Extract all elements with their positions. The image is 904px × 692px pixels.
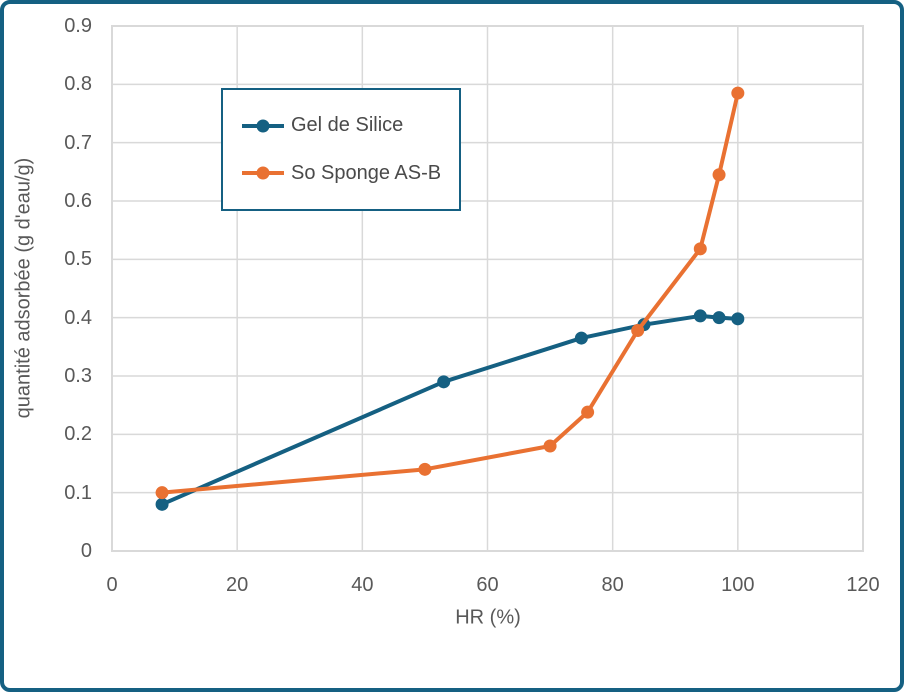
data-point-so-sponge-as-b[interactable] (581, 405, 595, 419)
x-tick-label: 40 (351, 574, 374, 596)
y-tick-label: 0 (80, 540, 92, 562)
x-tick-label: 60 (476, 574, 499, 596)
plot-border (111, 25, 864, 552)
y-tick-label: 0.3 (64, 365, 92, 387)
x-tick-label: 0 (106, 574, 118, 596)
data-point-gel-de-silice[interactable] (574, 331, 588, 345)
x-tick-label: 20 (226, 574, 249, 596)
data-point-so-sponge-as-b[interactable] (155, 486, 169, 500)
x-tick-label: 120 (846, 574, 880, 596)
data-point-gel-de-silice[interactable] (712, 311, 726, 325)
series-dot-swatch (256, 166, 270, 180)
legend-label: So Sponge AS-B (291, 161, 442, 184)
series-dot-swatch (256, 119, 270, 133)
data-point-so-sponge-as-b[interactable] (731, 86, 745, 100)
series-line-so-sponge-as-b[interactable] (160, 91, 740, 495)
data-point-gel-de-silice[interactable] (693, 309, 707, 323)
data-point-gel-de-silice[interactable] (731, 312, 745, 326)
x-tick-label: 80 (601, 574, 624, 596)
legend-entry-gel-de-silice[interactable]: Gel de Silice (242, 114, 459, 137)
data-point-so-sponge-as-b[interactable] (418, 462, 432, 476)
data-point-gel-de-silice[interactable] (437, 375, 451, 389)
legend-label: Gel de Silice (291, 114, 404, 137)
legend-entry-so-sponge-as-b[interactable]: So Sponge AS-B (242, 162, 459, 185)
x-tick-label: 100 (721, 574, 755, 596)
data-point-gel-de-silice[interactable] (155, 497, 169, 511)
series-line-marker-icon (242, 166, 284, 180)
y-tick-label: 0.6 (64, 190, 92, 212)
y-tick-label: 0.1 (64, 481, 92, 504)
x-axis-title: HR (%) (455, 606, 521, 629)
y-tick-label: 0.8 (64, 73, 92, 96)
series-so-sponge-as-b[interactable] (155, 86, 745, 500)
y-tick-label: 0.5 (64, 248, 92, 271)
y-tick-label: 0.7 (64, 131, 92, 154)
y-tick-label: 0.9 (64, 15, 92, 37)
data-point-so-sponge-as-b[interactable] (712, 168, 726, 182)
series-line-gel-de-silice[interactable] (160, 313, 740, 507)
series-gel-de-silice[interactable] (155, 309, 745, 511)
y-tick-label: 0.4 (64, 306, 92, 329)
series-line-marker-icon (242, 119, 284, 133)
legend: Gel de Silice So Sponge AS-B (221, 88, 461, 211)
data-point-so-sponge-as-b[interactable] (693, 242, 707, 256)
y-tick-label: 0.2 (64, 423, 92, 446)
data-point-so-sponge-as-b[interactable] (631, 324, 645, 337)
data-point-so-sponge-as-b[interactable] (543, 439, 557, 453)
